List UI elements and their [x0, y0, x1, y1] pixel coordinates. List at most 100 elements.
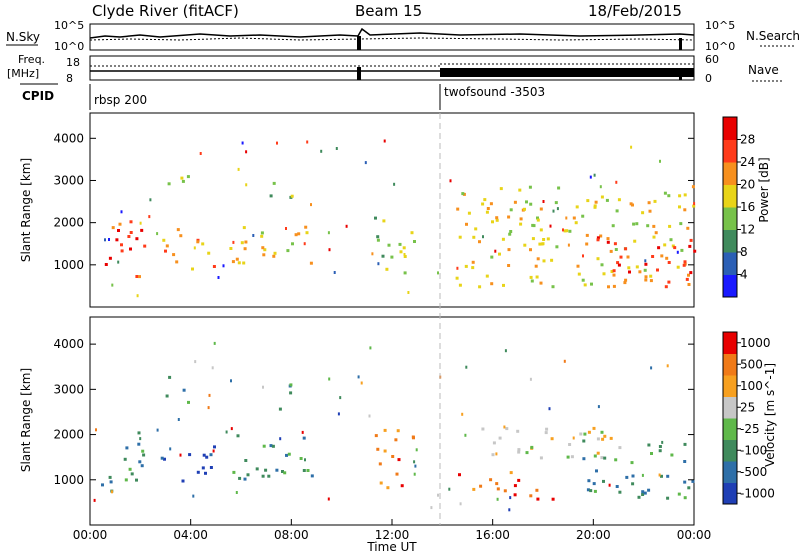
power-cell [605, 198, 609, 202]
power-cell [679, 222, 683, 226]
velocity-cell [269, 444, 273, 448]
power-noise-cell [222, 264, 225, 268]
velocity-cell [647, 488, 651, 492]
velocity-cell [135, 478, 138, 482]
velocity-noise-cell [508, 508, 511, 512]
velocity-cell [394, 438, 398, 442]
velocity-cbar-label: Velocity [m s^-1] [763, 363, 777, 467]
velocity-colorbar-label: -500 [740, 465, 767, 479]
power-cell [272, 181, 276, 185]
power-noise-cell [156, 232, 159, 236]
velocity-xtick-label: 16:00 [475, 528, 510, 542]
velocity-noise-cell [529, 377, 532, 381]
freq-spike [357, 67, 361, 80]
power-noise-cell [320, 149, 323, 153]
power-cell [502, 283, 505, 287]
power-cell [536, 218, 540, 222]
power-cell [653, 199, 657, 203]
power-cell [272, 254, 276, 258]
power-cell [495, 218, 499, 222]
power-cell [498, 252, 501, 256]
velocity-cell [536, 497, 540, 501]
power-cell [164, 249, 167, 253]
velocity-cell [472, 487, 476, 491]
nave-label: Nave [748, 63, 779, 77]
velocity-cell [582, 439, 586, 443]
power-cell [162, 238, 166, 242]
velocity-ytick-label: 4000 [53, 337, 84, 351]
power-noise-cell [552, 209, 555, 213]
power-cell [263, 248, 267, 252]
power-noise-cell [111, 283, 114, 287]
power-cell [683, 193, 687, 197]
power-cell [610, 270, 614, 273]
velocity-cell [513, 493, 517, 497]
velocity-noise-cell [658, 473, 661, 477]
power-cell [403, 255, 407, 258]
velocity-cell [498, 436, 502, 440]
power-colorbar-label: 20 [740, 178, 755, 192]
velocity-cell [281, 470, 284, 473]
velocity-cell [670, 453, 674, 457]
power-cell [607, 285, 610, 289]
power-noise-cell [306, 140, 309, 144]
velocity-cell [587, 479, 591, 483]
power-cell [551, 285, 555, 289]
velocity-cell [264, 468, 268, 472]
velocity-noise-cell [437, 493, 439, 497]
velocity-noise-cell [459, 502, 462, 506]
velocity-cell [400, 484, 404, 488]
velocity-cell [289, 391, 293, 395]
power-cell [455, 276, 459, 280]
power-cell [663, 243, 667, 247]
power-cell [649, 274, 653, 278]
velocity-noise-cell [304, 458, 306, 462]
velocity-cell [287, 452, 291, 456]
power-cell [456, 207, 460, 211]
power-scatter [104, 139, 697, 298]
velocity-noise-cell [262, 385, 264, 389]
power-cell [179, 234, 183, 238]
power-noise-cell [556, 207, 559, 211]
power-cell [201, 242, 205, 246]
freq-tick-top: 18 [66, 56, 80, 69]
power-noise-cell [303, 242, 306, 246]
power-cell [678, 205, 681, 209]
power-cell [490, 255, 494, 259]
velocity-cell [261, 474, 265, 478]
velocity-cell [130, 472, 134, 476]
velocity-cell [589, 489, 593, 493]
power-cell [260, 231, 264, 235]
power-cell [628, 270, 631, 274]
power-cell [471, 260, 475, 264]
velocity-noise-cell [213, 341, 216, 345]
velocity-cell [205, 455, 209, 459]
velocity-cell [310, 474, 314, 478]
power-cell [108, 256, 112, 260]
power-cell [667, 261, 671, 264]
velocity-cell [618, 446, 622, 450]
power-cell [565, 229, 569, 233]
power-noise-cell [562, 228, 564, 232]
power-cell [691, 185, 695, 189]
power-cell [513, 200, 517, 204]
velocity-ytick-label: 3000 [53, 382, 84, 396]
power-cell [671, 244, 675, 248]
power-cell [398, 242, 402, 246]
velocity-cell [525, 451, 529, 455]
power-noise-cell [482, 235, 484, 239]
power-ytick-label: 2000 [53, 216, 84, 230]
velocity-noise-cell [179, 453, 182, 457]
velocity-cell [566, 455, 570, 459]
velocity-noise-cell [415, 448, 418, 452]
velocity-cell [289, 383, 293, 387]
power-cell [376, 235, 380, 239]
power-cell [212, 265, 216, 268]
velocity-cell [602, 479, 605, 483]
power-noise-cell [120, 210, 123, 214]
power-cell [483, 198, 487, 202]
power-cell [693, 249, 697, 253]
power-cell [611, 224, 615, 228]
velocity-cell [458, 473, 461, 477]
power-noise-cell [449, 179, 452, 183]
